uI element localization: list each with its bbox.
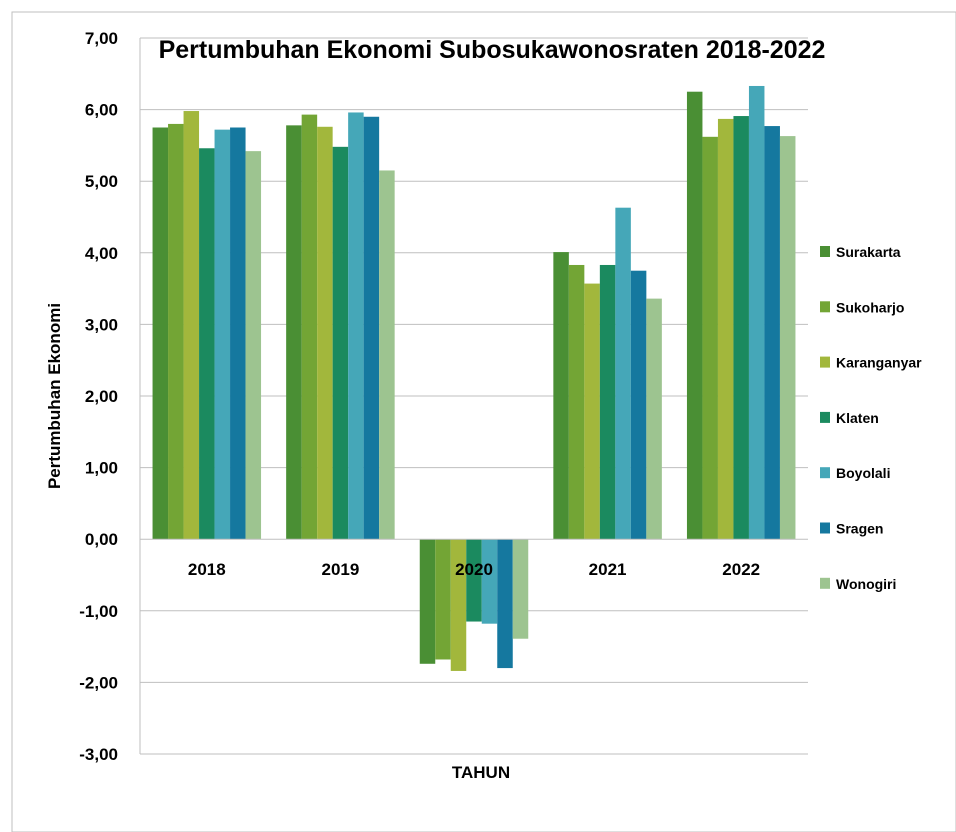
bar-sukoharjo-2022 — [702, 136, 718, 540]
bar-surakarta-2021 — [553, 252, 569, 540]
bar-boyolali-2021 — [615, 207, 631, 540]
bar-surakarta-2019 — [286, 125, 302, 540]
bar-sragen-2020 — [497, 539, 513, 669]
bar-boyolali-2019 — [348, 112, 364, 540]
bar-klaten-2022 — [733, 116, 749, 540]
legend-label: Sragen — [836, 521, 883, 537]
legend-label: Surakarta — [836, 244, 901, 260]
y-tick-label: 4,00 — [85, 244, 118, 263]
y-tick-label: 3,00 — [85, 315, 118, 334]
x-tick-label: 2022 — [722, 560, 760, 579]
bar-sukoharjo-2020 — [435, 539, 451, 660]
legend-swatch — [820, 246, 830, 257]
bar-surakarta-2018 — [152, 127, 169, 540]
bar-sragen-2018 — [230, 127, 246, 540]
bar-wonogiri-2018 — [245, 151, 262, 540]
bar-klaten-2020 — [466, 539, 482, 622]
x-tick-label: 2019 — [321, 560, 359, 579]
y-tick-label: 5,00 — [85, 172, 118, 191]
legend-swatch — [820, 467, 830, 479]
bar-karanganyar-2019 — [317, 126, 333, 540]
legend-label: Boyolali — [836, 465, 890, 481]
bar-sukoharjo-2019 — [301, 114, 318, 540]
bar-karanganyar-2018 — [183, 111, 200, 540]
legend-swatch — [820, 577, 830, 589]
bar-klaten-2018 — [199, 148, 215, 540]
bar-boyolali-2022 — [748, 85, 765, 540]
bar-sragen-2021 — [630, 270, 647, 540]
bar-karanganyar-2022 — [717, 118, 734, 540]
y-axis-title: Pertumbuhan Ekonomi — [45, 303, 64, 489]
bar-karanganyar-2020 — [450, 539, 467, 671]
bar-sragen-2022 — [764, 126, 780, 540]
x-tick-label: 2020 — [455, 560, 493, 579]
legend: Surakarta Sukoharjo Karanganyar Klaten Boyol… — [820, 244, 922, 592]
y-tick-label: 0,00 — [85, 530, 118, 549]
y-tick-label: 7,00 — [85, 29, 118, 48]
y-tick-label: 2,00 — [85, 387, 118, 406]
legend-label: Klaten — [836, 410, 879, 426]
legend-swatch — [820, 356, 830, 368]
bar-boyolali-2018 — [214, 129, 231, 540]
legend-label: Wonogiri — [836, 576, 896, 592]
bar-wonogiri-2020 — [512, 539, 529, 639]
y-tick-label: -3,00 — [79, 745, 118, 764]
x-axis-title: TAHUN — [452, 763, 510, 782]
legend-swatch — [820, 411, 830, 423]
legend-label: Sukoharjo — [836, 299, 904, 315]
x-tick-label: 2021 — [589, 560, 627, 579]
bars — [152, 85, 796, 671]
bar-surakarta-2022 — [686, 91, 703, 540]
bar-wonogiri-2019 — [379, 170, 395, 540]
bar-klaten-2021 — [599, 264, 616, 540]
axes: 7,00 6,00 5,00 4,00 3,00 2,00 1,00 0,00 -1,00 -2,… — [79, 29, 808, 764]
y-tick-label: -2,00 — [79, 673, 118, 692]
bar-klaten-2019 — [332, 146, 349, 540]
chart-title: Pertumbuhan Ekonomi Subosukawonosraten 2… — [159, 36, 826, 64]
y-tick-label: -1,00 — [79, 602, 118, 621]
bar-sukoharjo-2021 — [568, 264, 585, 540]
bar-boyolali-2020 — [481, 539, 498, 624]
bar-wonogiri-2021 — [646, 298, 662, 540]
y-tick-label: 6,00 — [85, 101, 118, 120]
x-tick-label: 2018 — [188, 560, 226, 579]
bar-sukoharjo-2018 — [168, 123, 184, 540]
bar-surakarta-2020 — [419, 539, 436, 664]
legend-swatch — [820, 301, 830, 313]
bar-sragen-2019 — [363, 116, 380, 540]
y-tick-label: 1,00 — [85, 459, 118, 478]
bar-karanganyar-2021 — [584, 283, 600, 540]
legend-label: Karanganyar — [836, 355, 922, 371]
legend-swatch — [820, 522, 830, 534]
bar-wonogiri-2022 — [779, 136, 796, 540]
